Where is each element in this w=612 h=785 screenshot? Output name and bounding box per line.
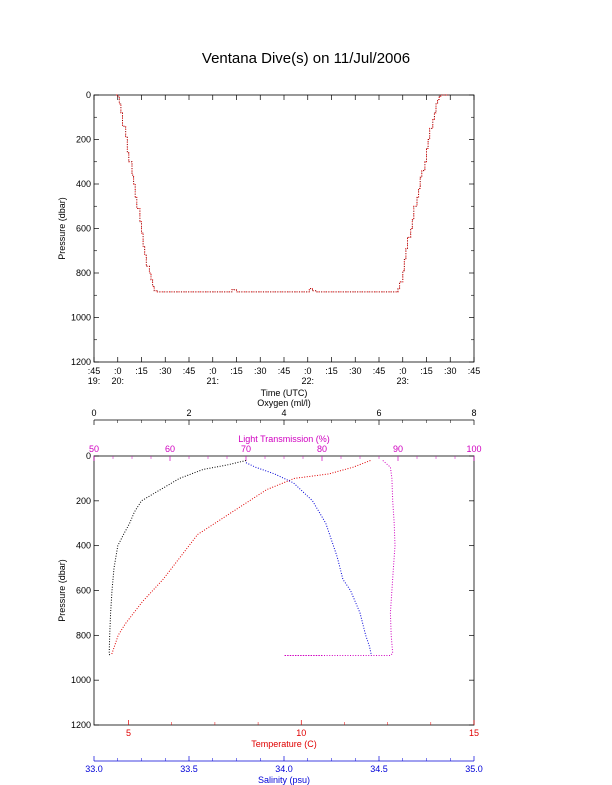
x-tick-label-hour: 23: [396,376,409,386]
profile-y-tick-label: 400 [76,541,91,551]
x-tick-label: :15 [420,366,433,376]
profile-plot-frame [93,455,475,726]
profile-y-tick-label: 800 [76,630,91,640]
axis-tick-label: 15 [469,728,479,738]
axis-tick-label: 50 [89,444,99,454]
axis-tick-label: 34.5 [370,764,388,774]
profile-y-tick-label: 200 [76,496,91,506]
axis-tick-label: 100 [466,444,481,454]
axis-tick-label: 60 [165,444,175,454]
y-tick-label: 400 [76,179,91,189]
x-tick-label: :30 [159,366,172,376]
y-tick-label: 200 [76,135,91,145]
x-tick-label: :45 [373,366,386,376]
axis-tick-label: 0 [91,408,96,418]
axis-label: Oxygen (ml/l) [257,398,311,408]
profile-y-axis-label: Pressure (dbar) [57,559,67,622]
axis-tick-label: 33.0 [85,764,103,774]
x-tick-label-hour: 21: [206,376,219,386]
y-tick-label: 1200 [71,357,91,367]
x-tick-label-hour: 22: [301,376,314,386]
axis-tick-label: 70 [241,444,251,454]
axis-tick-label: 35.0 [465,764,483,774]
chart-title: Ventana Dive(s) on 11/Jul/2006 [201,50,411,67]
x-tick-label: :30 [349,366,362,376]
axis-tick-label: 4 [281,408,286,418]
axis-tick-label: 8 [471,408,476,418]
profile-y-tick-label: 0 [86,451,91,461]
x-tick-label: :0 [399,366,407,376]
plot-frame [93,94,475,363]
x-tick-label-hour: 20: [111,376,124,386]
x-tick-label: :30 [444,366,457,376]
y-axis-label: Pressure (dbar) [57,197,67,260]
profile-y-tick-label: 1200 [71,720,91,730]
x-tick-label: :0 [209,366,217,376]
x-tick-label: :15 [135,366,148,376]
axis-tick-label: 80 [317,444,327,454]
y-tick-label: 0 [86,90,91,100]
axis-tick-label: 2 [186,408,191,418]
x-tick-label: :15 [325,366,338,376]
x-tick-label: :45 [278,366,291,376]
profile-series-line [284,460,396,656]
x-tick-label-hour: 19: [88,376,101,386]
axis-label: Salinity (psu) [258,775,310,785]
axis-tick-label: 33.5 [180,764,198,774]
x-tick-label: :0 [114,366,122,376]
profile-y-tick-label: 600 [76,586,91,596]
axis-label: Light Transmission (%) [238,434,330,444]
x-tick-label: :15 [230,366,243,376]
profile-series-line [245,462,372,656]
x-tick-label: :0 [304,366,312,376]
x-axis-label: Time (UTC) [261,388,308,398]
y-tick-label: 1000 [71,313,91,323]
x-tick-label: :45 [88,366,101,376]
y-tick-label: 800 [76,268,91,278]
profile-y-tick-label: 1000 [71,675,91,685]
x-tick-label: :45 [183,366,196,376]
profile-series-line [108,460,247,656]
axis-tick-label: 34.0 [275,764,293,774]
dive-pressure-line-dots [116,94,449,293]
axis-tick-label: 90 [393,444,403,454]
x-tick-label: :30 [254,366,267,376]
axis-tick-label: 10 [296,728,306,738]
axis-label: Temperature (C) [251,739,317,749]
dive-pressure-line [116,94,449,293]
y-tick-label: 600 [76,224,91,234]
axis-tick-label: 6 [376,408,381,418]
axis-tick-label: 5 [126,728,131,738]
x-tick-label: :45 [468,366,481,376]
profile-series-line [110,460,371,656]
